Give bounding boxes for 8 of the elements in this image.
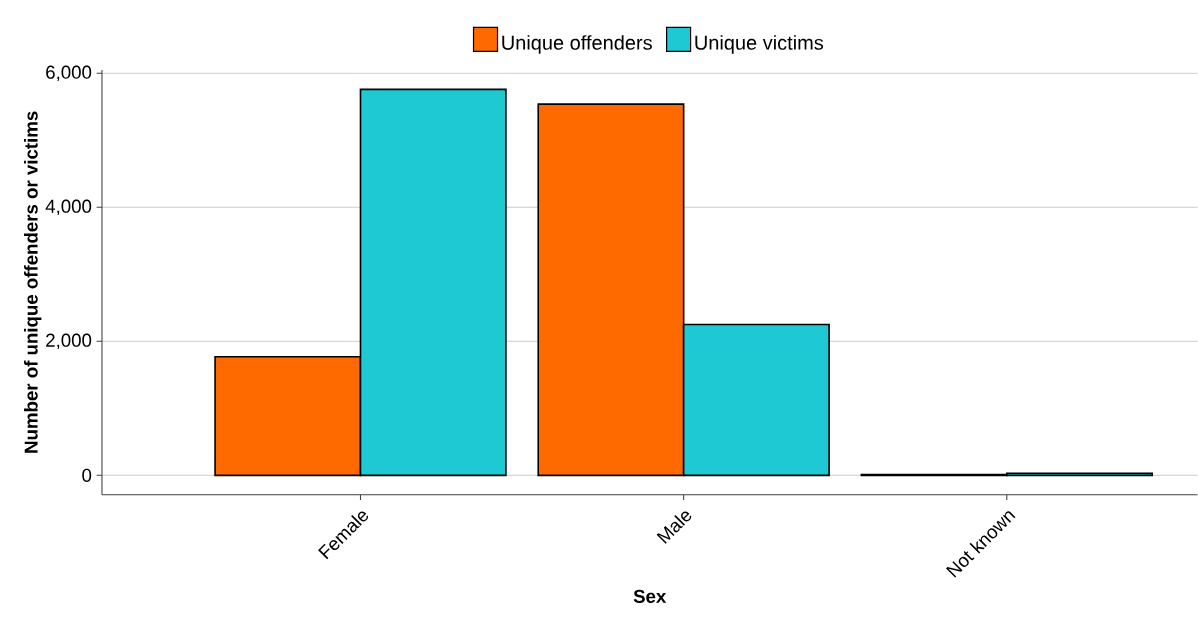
y-tick-label: 0 (82, 468, 92, 483)
legend-label: Unique victims (695, 35, 824, 54)
y-tick-label: 6,000 (46, 65, 92, 82)
legend-label: Unique offenders (502, 35, 652, 54)
y-tick-label: 2,000 (46, 333, 92, 350)
x-axis-title: Sex (633, 589, 667, 604)
y-tick-label: 4,000 (45, 199, 92, 216)
y-axis-title: Number of unique offenders or victims (24, 111, 42, 453)
